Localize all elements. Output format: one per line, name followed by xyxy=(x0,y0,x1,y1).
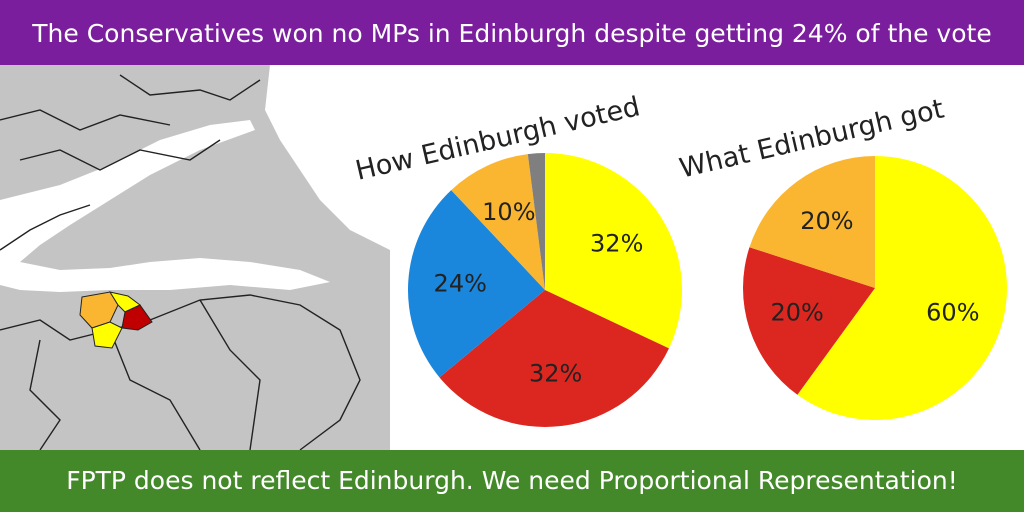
pie-slice xyxy=(527,153,545,290)
slice-label: 10% xyxy=(482,198,535,226)
pie-slice xyxy=(742,247,875,395)
pie-slice xyxy=(439,290,669,428)
map xyxy=(0,65,390,451)
slice-label: 20% xyxy=(770,298,823,326)
slice-label: 32% xyxy=(529,359,582,387)
slice-label: 32% xyxy=(590,229,643,257)
header-bar xyxy=(0,0,1024,65)
footer-bar xyxy=(0,450,1024,512)
footer-text: FPTP does not reflect Edinburgh. We need… xyxy=(66,466,958,495)
pie-slice xyxy=(451,154,545,290)
pie-slice xyxy=(797,156,1007,420)
pie-slice xyxy=(749,156,875,288)
pie-slice xyxy=(407,190,545,378)
slice-label: 24% xyxy=(434,270,487,298)
slice-label: 60% xyxy=(926,298,979,326)
header-title: The Conservatives won no MPs in Edinburg… xyxy=(31,19,991,48)
pie-slice xyxy=(545,153,683,349)
slice-label: 20% xyxy=(800,207,853,235)
